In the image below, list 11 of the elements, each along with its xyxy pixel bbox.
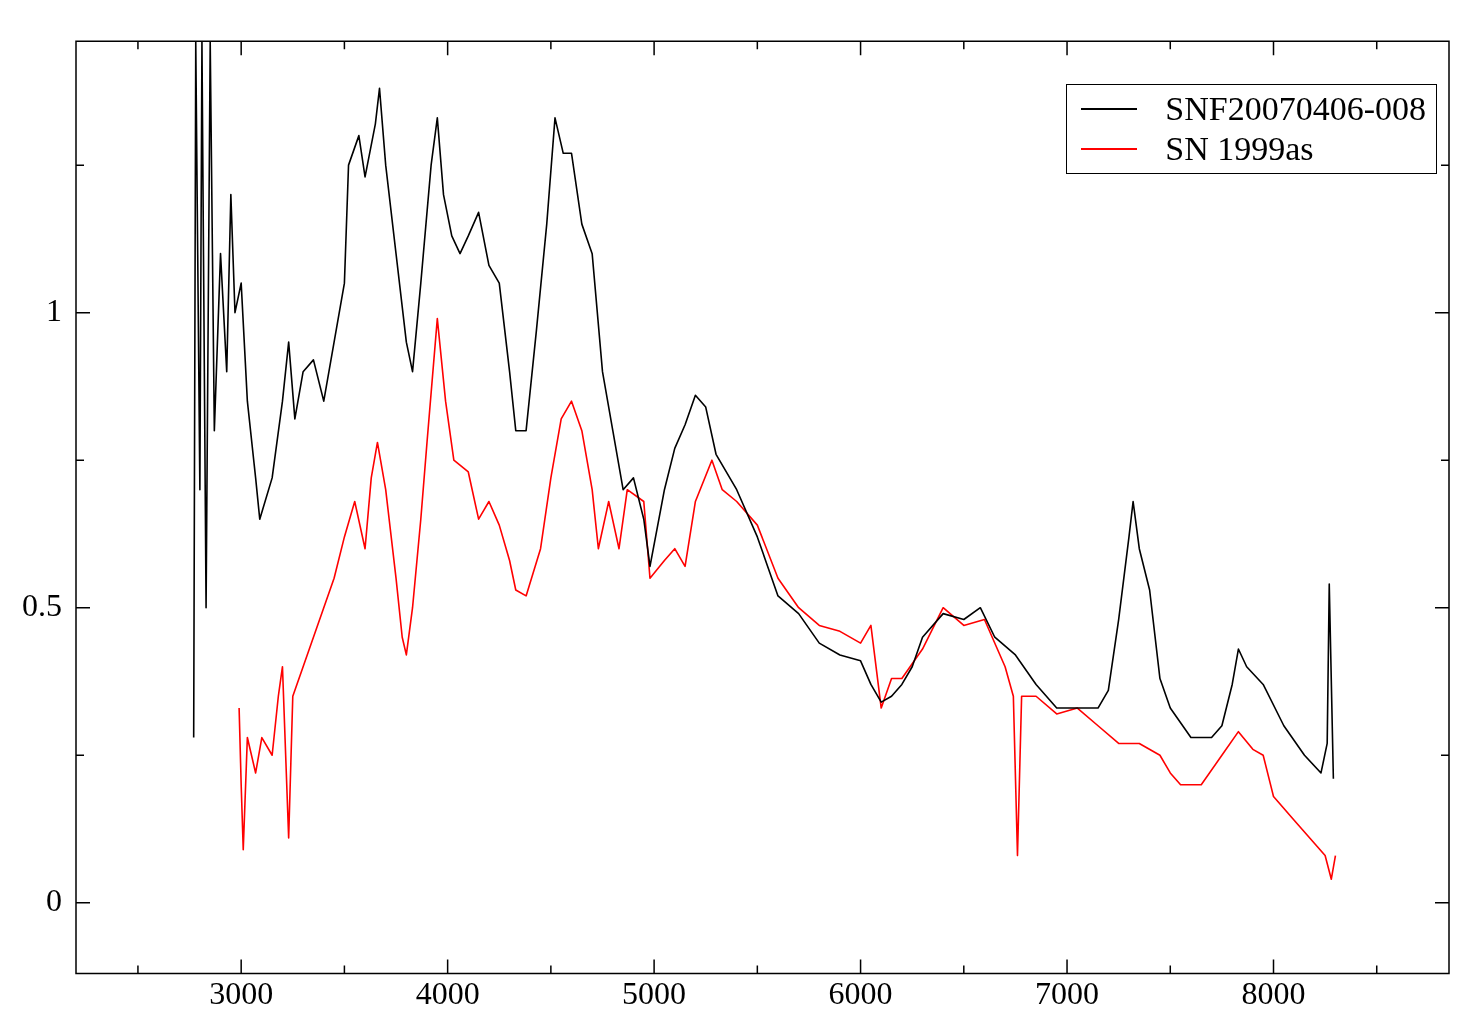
y-tick-label: 0 bbox=[46, 882, 62, 919]
x-tick-label: 5000 bbox=[622, 975, 687, 1012]
legend-label: SNF20070406-008 bbox=[1165, 89, 1426, 129]
x-tick-label: 3000 bbox=[209, 975, 274, 1012]
x-tick-label: 8000 bbox=[1241, 975, 1306, 1012]
y-tick-label: 1 bbox=[46, 292, 62, 329]
legend-label: SN 1999as bbox=[1165, 129, 1314, 169]
y-tick-label: 0.5 bbox=[22, 587, 62, 624]
x-tick-label: 7000 bbox=[1035, 975, 1100, 1012]
x-tick-label: 6000 bbox=[828, 975, 893, 1012]
x-tick-label: 4000 bbox=[415, 975, 480, 1012]
